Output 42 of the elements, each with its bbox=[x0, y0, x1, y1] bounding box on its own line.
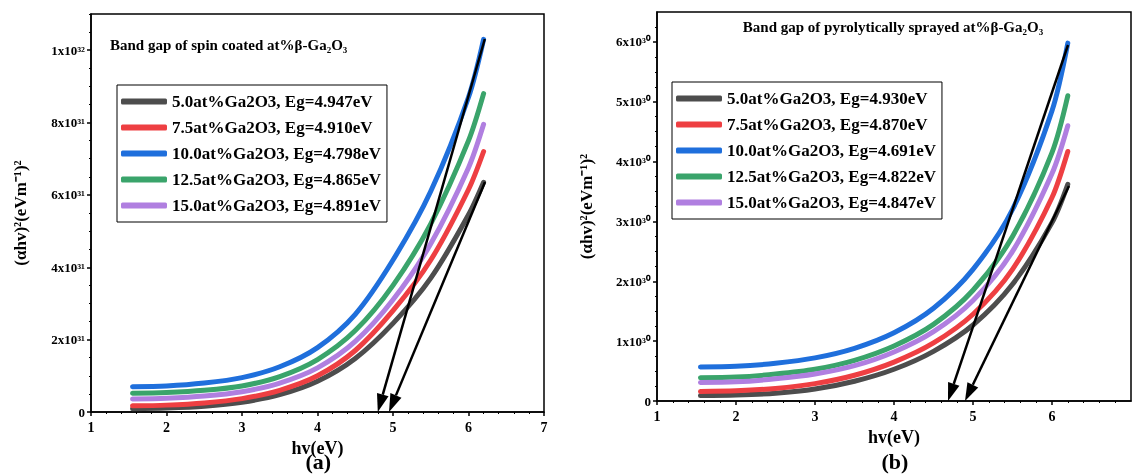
x-tick-label: 5 bbox=[389, 419, 397, 435]
chart-title: Band gap of pyrolytically sprayed at%β-Ga₂O₃ bbox=[742, 18, 1044, 35]
y-tick-label: 6x10³¹ bbox=[51, 187, 86, 203]
legend-label: 15.0at%Ga2O3, Eg=4.847eV bbox=[727, 193, 937, 212]
x-tick-label: 6 bbox=[465, 419, 472, 435]
y-tick-label: 2x10³⁰ bbox=[616, 273, 651, 289]
x-tick-label: 3 bbox=[238, 419, 246, 435]
legend-label: 15.0at%Ga2O3, Eg=4.891eV bbox=[172, 196, 382, 215]
y-tick-label: 2x10³¹ bbox=[51, 332, 86, 348]
legend-label: 12.5at%Ga2O3, Eg=4.822eV bbox=[727, 167, 937, 186]
y-tick-label: 0 bbox=[78, 404, 85, 420]
x-tick-label: 1 bbox=[653, 408, 661, 424]
x-tick-label: 5 bbox=[969, 408, 977, 424]
x-tick-label: 7 bbox=[540, 419, 548, 435]
x-tick-label: 2 bbox=[163, 419, 170, 435]
x-tick-label: 4 bbox=[890, 408, 898, 424]
y-axis-title: (αhv)²(eVm⁻¹)² bbox=[577, 153, 596, 260]
x-tick-label: 1 bbox=[87, 419, 95, 435]
x-tick-label: 6 bbox=[1048, 408, 1056, 424]
x-tick-label: 3 bbox=[811, 408, 819, 424]
legend-label: 12.5at%Ga2O3, Eg=4.865eV bbox=[172, 170, 382, 189]
y-tick-label: 8x10³¹ bbox=[51, 115, 86, 131]
legend-label: 5.0at%Ga2O3, Eg=4.930eV bbox=[727, 89, 929, 108]
y-tick-label: 4x10³¹ bbox=[51, 259, 86, 275]
text: (b) bbox=[881, 448, 909, 474]
y-axis-title: (αhv)²(eVm⁻¹)² bbox=[11, 160, 30, 266]
x-tick-label: 2 bbox=[732, 408, 740, 424]
y-tick-label: 4x10³⁰ bbox=[616, 154, 651, 170]
y-tick-label: 1x10³⁰ bbox=[616, 333, 651, 349]
legend-label: 10.0at%Ga2O3, Eg=4.798eV bbox=[172, 144, 382, 163]
y-tick-label: 0 bbox=[644, 393, 651, 409]
y-tick-label: 1x10³² bbox=[51, 42, 86, 58]
legend-label: 7.5at%Ga2O3, Eg=4.870eV bbox=[727, 115, 929, 134]
legend-label: 7.5at%Ga2O3, Eg=4.910eV bbox=[172, 118, 374, 137]
y-tick-label: 6x10³⁰ bbox=[616, 34, 651, 50]
text: Band gap of spin coated at%β-Ga₂O₃ bbox=[110, 36, 348, 53]
y-tick-label: 3x10³⁰ bbox=[616, 213, 651, 229]
x-tick-label: 4 bbox=[314, 419, 321, 435]
legend-label: 5.0at%Ga2O3, Eg=4.947eV bbox=[172, 92, 374, 111]
legend-label: 10.0at%Ga2O3, Eg=4.691eV bbox=[727, 141, 937, 160]
y-tick-label: 5x10³⁰ bbox=[616, 94, 651, 110]
x-axis-title: hv(eV) bbox=[868, 426, 920, 448]
